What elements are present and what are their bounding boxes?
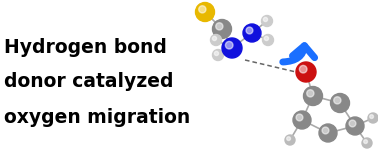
Circle shape [212, 20, 231, 38]
Circle shape [195, 2, 214, 22]
Text: oxygen migration: oxygen migration [4, 108, 190, 127]
Circle shape [212, 36, 217, 41]
Circle shape [214, 51, 218, 55]
FancyArrowPatch shape [283, 46, 314, 62]
Circle shape [263, 17, 268, 22]
Circle shape [296, 114, 303, 121]
Circle shape [212, 49, 223, 60]
Circle shape [364, 140, 367, 144]
Circle shape [346, 117, 364, 135]
Circle shape [211, 35, 222, 46]
Circle shape [349, 120, 356, 127]
Circle shape [264, 36, 268, 41]
Circle shape [246, 27, 253, 34]
Circle shape [293, 111, 311, 129]
Circle shape [370, 115, 373, 119]
Circle shape [368, 113, 378, 123]
Circle shape [299, 65, 307, 73]
Text: donor catalyzed: donor catalyzed [4, 72, 174, 91]
Circle shape [296, 62, 316, 82]
Circle shape [199, 6, 206, 13]
Circle shape [287, 137, 291, 140]
Circle shape [262, 16, 273, 27]
Circle shape [322, 127, 329, 134]
Circle shape [362, 138, 372, 148]
Circle shape [307, 90, 314, 97]
Circle shape [216, 23, 223, 30]
Circle shape [304, 86, 322, 106]
Circle shape [330, 93, 350, 113]
Circle shape [319, 124, 337, 142]
Circle shape [243, 24, 261, 42]
Circle shape [334, 97, 341, 104]
Circle shape [222, 38, 242, 58]
Circle shape [285, 135, 295, 145]
Circle shape [225, 41, 233, 49]
Circle shape [262, 35, 274, 46]
Text: Hydrogen bond: Hydrogen bond [4, 38, 167, 57]
